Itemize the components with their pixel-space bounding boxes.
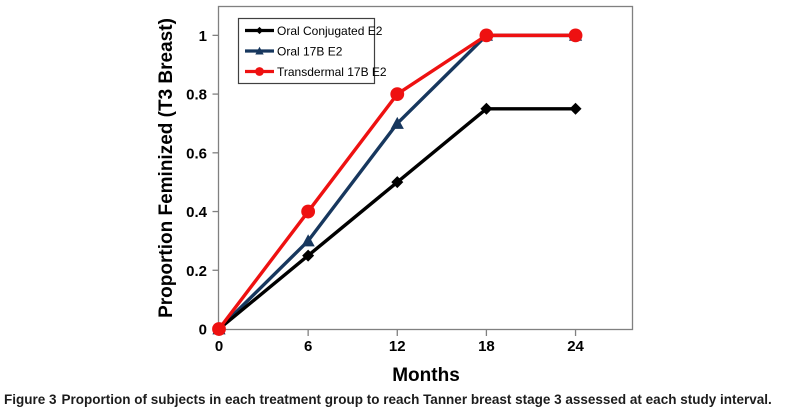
- data-point-oral-17b-e2-m6: [301, 234, 315, 247]
- data-point-transdermal-17b-e2-m18: [479, 28, 494, 43]
- y-tick-label: 0.8: [186, 87, 207, 104]
- y-tick-label: 0.4: [186, 204, 208, 221]
- y-tick-label: 1: [199, 28, 207, 45]
- data-point-oral-conjugated-e2-m12: [391, 176, 404, 189]
- legend-label-transdermal-17b-e2: Transdermal 17B E2: [277, 65, 387, 79]
- plot-area-border: [217, 5, 634, 331]
- data-point-transdermal-17b-e2-m24: [568, 28, 583, 43]
- data-point-oral-conjugated-e2-m18: [480, 102, 493, 115]
- y-tick-label: 0: [199, 322, 207, 339]
- data-point-oral-17b-e2-m12: [390, 116, 404, 129]
- y-axis-title: Proportion Feminized (T3 Breast): [156, 18, 177, 318]
- legend-label-oral-conjugated-e2: Oral Conjugated E2: [277, 24, 383, 38]
- figure-caption: Figure 3 Proportion of subjects in each t…: [4, 391, 792, 409]
- x-tick-label: 0: [215, 338, 223, 355]
- legend-marker-oral-conjugated-e2: [255, 26, 264, 35]
- x-tick-label: 24: [567, 338, 584, 355]
- figure-caption-label: Figure 3: [4, 392, 57, 407]
- legend-marker-oral-17b-e2: [255, 46, 264, 55]
- y-tick-label: 0.6: [186, 145, 207, 162]
- series-line-oral-conjugated-e2: [217, 107, 576, 331]
- data-point-oral-conjugated-e2-m6: [302, 249, 315, 262]
- data-point-transdermal-17b-e2-m0: [212, 322, 226, 336]
- legend-marker-transdermal-17b-e2: [255, 67, 264, 76]
- x-axis-title: Months: [392, 365, 460, 386]
- data-point-transdermal-17b-e2-m6: [301, 204, 316, 219]
- x-tick-label: 18: [478, 338, 495, 355]
- line-chart: 0 0.2 0.4 0.6 0.8 1 0 6 12 18 24 Oral Conjugated E…: [156, 5, 634, 386]
- data-point-oral-conjugated-e2-m24: [569, 102, 582, 115]
- y-tick-label: 0.2: [186, 263, 207, 280]
- x-tick-label: 6: [304, 338, 312, 355]
- legend-label-oral-17b-e2: Oral 17B E2: [277, 45, 343, 59]
- data-point-transdermal-17b-e2-m12: [390, 87, 405, 101]
- figure-caption-text: Proportion of subjects in each treatment…: [61, 392, 772, 407]
- x-tick-label: 12: [389, 338, 406, 355]
